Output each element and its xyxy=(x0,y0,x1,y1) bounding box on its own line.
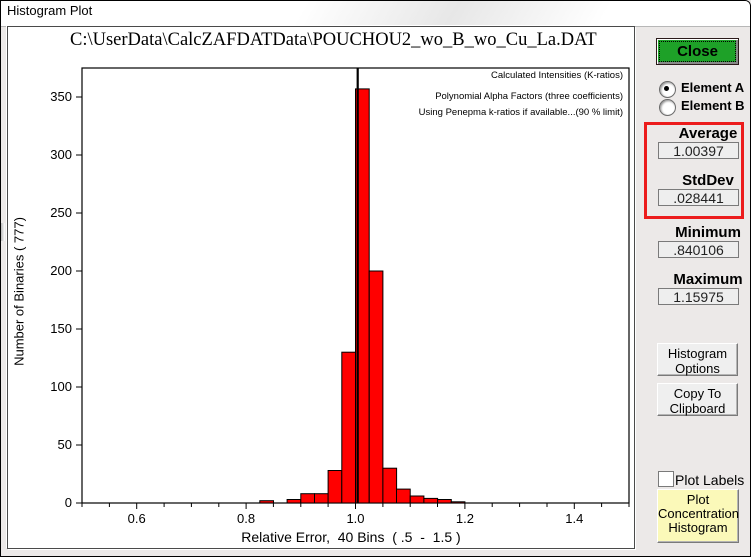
svg-text:50: 50 xyxy=(58,437,72,452)
svg-text:1.0: 1.0 xyxy=(346,511,364,526)
svg-text:100: 100 xyxy=(50,379,72,394)
svg-text:300: 300 xyxy=(50,147,72,162)
svg-text:1.2: 1.2 xyxy=(456,511,474,526)
svg-text:0: 0 xyxy=(65,495,72,510)
svg-text:0.6: 0.6 xyxy=(128,511,146,526)
svg-text:150: 150 xyxy=(50,321,72,336)
svg-text:0.8: 0.8 xyxy=(237,511,255,526)
svg-text:350: 350 xyxy=(50,89,72,104)
svg-text:Calculated Intensities (K-rati: Calculated Intensities (K-ratios) xyxy=(491,70,623,81)
svg-text:250: 250 xyxy=(50,205,72,220)
svg-text:200: 200 xyxy=(50,263,72,278)
svg-text:Using Penepma k-ratios if avai: Using Penepma k-ratios if available...(9… xyxy=(419,107,623,118)
svg-text:1.4: 1.4 xyxy=(565,511,583,526)
svg-text:Polynomial Alpha Factors (thre: Polynomial Alpha Factors (three coeffici… xyxy=(435,91,623,102)
